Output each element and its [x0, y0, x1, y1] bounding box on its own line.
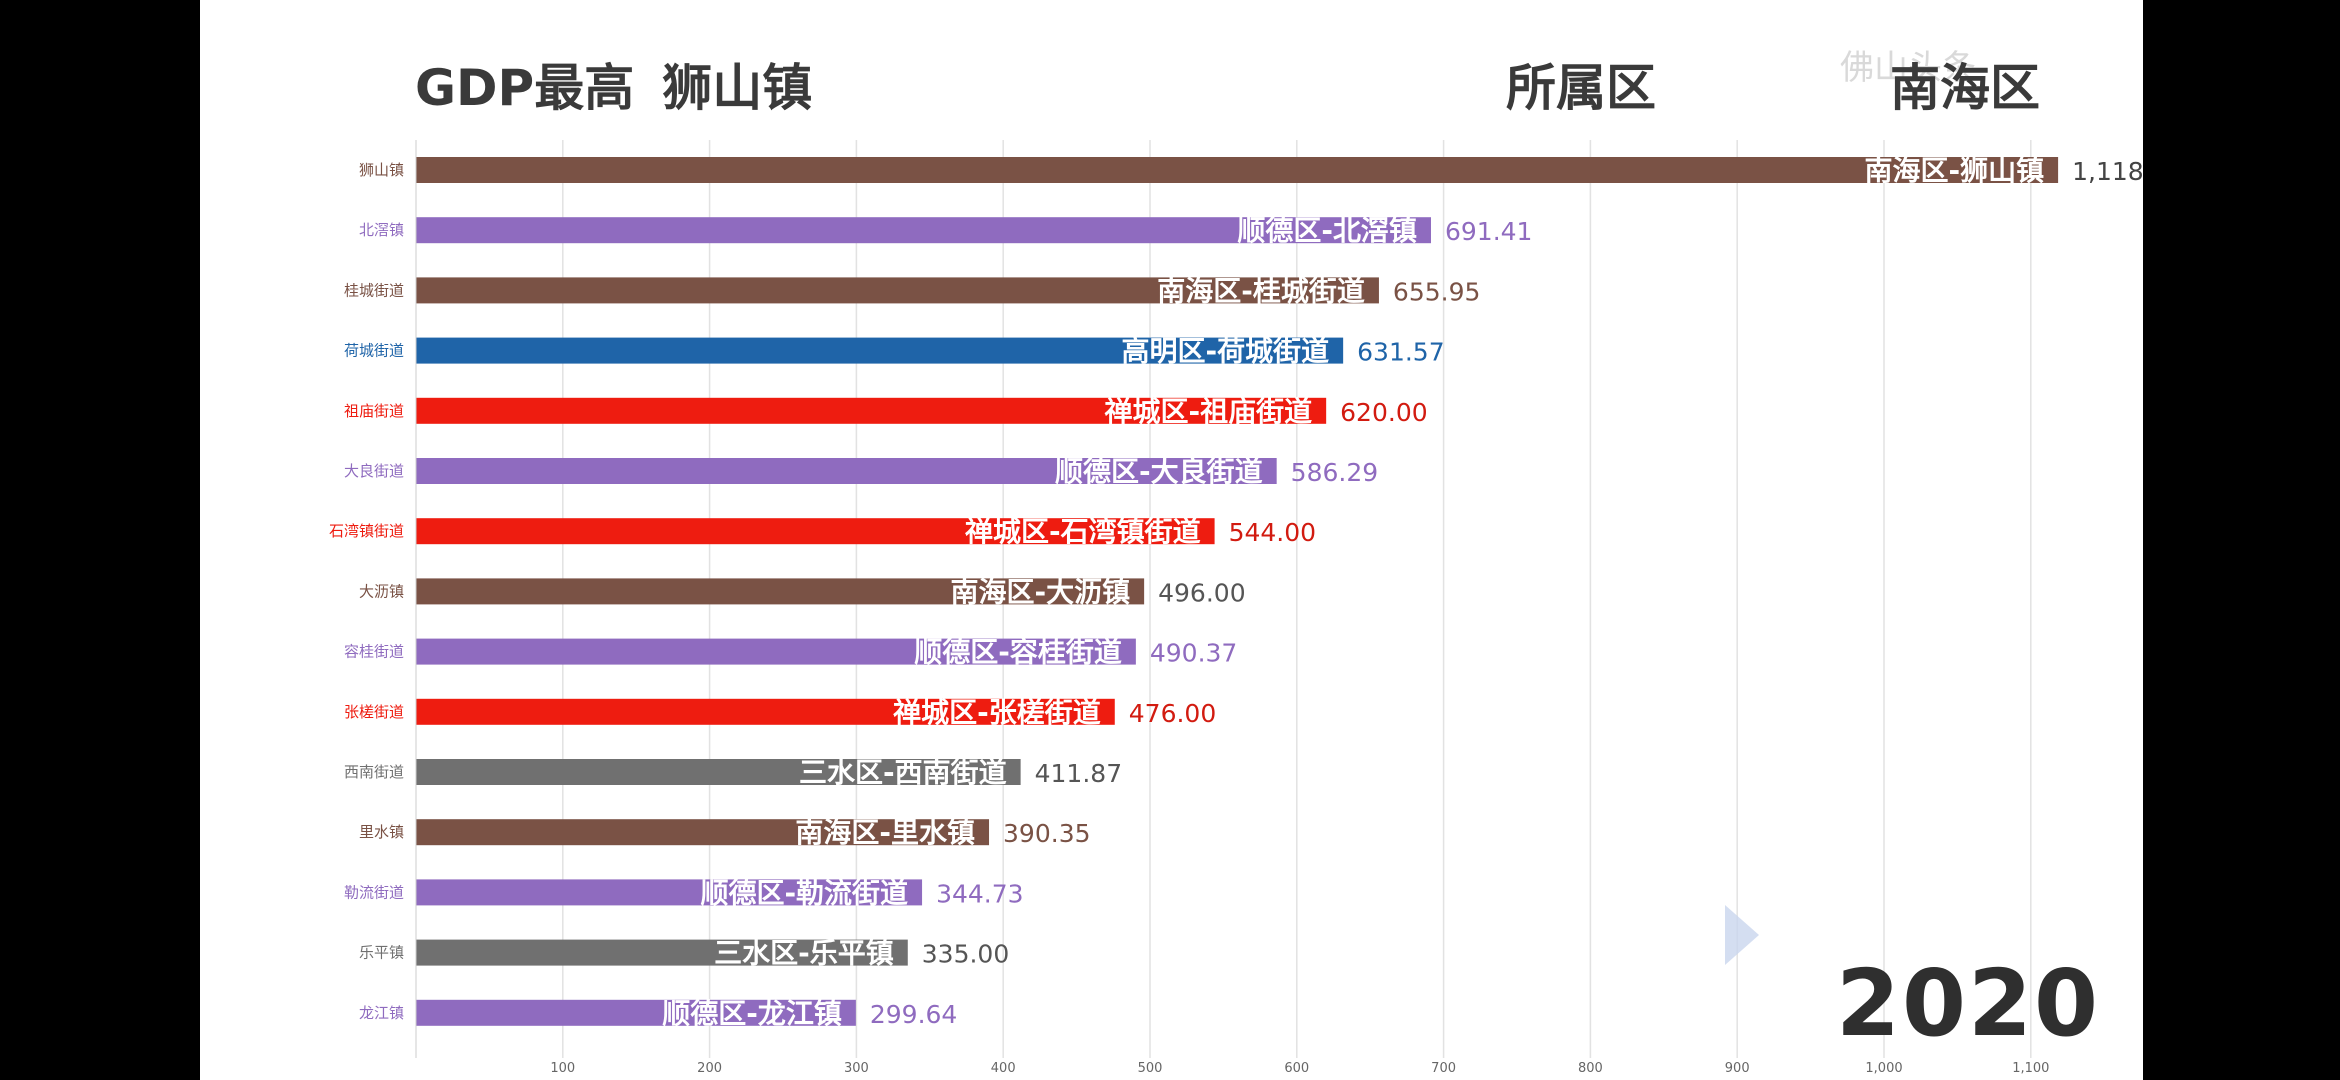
title-town: 狮山镇: [662, 59, 813, 117]
bar-label: 南海区-桂城街道: [1157, 274, 1365, 307]
bar: [416, 698, 1115, 725]
value-label: 390.35: [1003, 819, 1090, 848]
bar: [416, 939, 908, 966]
x-tick-label: 400: [991, 1061, 1016, 1076]
bar-label: 顺德区-北滘镇: [1237, 214, 1417, 247]
bar-label: 南海区-里水镇: [795, 816, 975, 849]
bar-label: 南海区-大沥镇: [951, 575, 1131, 608]
category-label: 西南街道: [344, 763, 404, 781]
category-label: 龙江镇: [359, 1004, 404, 1022]
category-label: 乐平镇: [359, 944, 404, 962]
title-prefix: GDP最高: [415, 59, 635, 117]
bar-label: 禅城区-石湾镇街道: [965, 515, 1201, 548]
value-label: 476.00: [1129, 699, 1216, 728]
value-label: 655.95: [1393, 277, 1480, 306]
value-label: 344.73: [936, 879, 1023, 908]
category-label: 大良街道: [344, 462, 404, 480]
value-label: 586.29: [1291, 458, 1378, 487]
bar: [416, 157, 2059, 183]
x-tick-label: 100: [550, 1061, 575, 1076]
bar: [416, 397, 1327, 424]
x-tick-label: 600: [1284, 1061, 1309, 1076]
x-tick-label: 300: [844, 1061, 869, 1076]
x-tick-label: 500: [1138, 1061, 1163, 1076]
bar: [416, 879, 923, 906]
x-tick-label: 1,100: [2012, 1061, 2049, 1076]
category-label: 石湾镇街道: [329, 522, 404, 540]
bar: [416, 759, 1021, 785]
logo-icon: [1725, 905, 1759, 965]
bar: [416, 999, 856, 1026]
category-label: 大沥镇: [359, 582, 404, 600]
category-label: 容桂街道: [344, 643, 404, 661]
chart-title: GDP最高 狮山镇: [415, 48, 840, 120]
value-label: 335.00: [922, 940, 1009, 969]
bar-label: 顺德区-勒流街道: [700, 876, 908, 909]
category-label: 张槎街道: [344, 703, 404, 721]
year-label: 2020: [1836, 950, 2101, 1057]
value-label: 299.64: [870, 1000, 957, 1029]
bar-label: 禅城区-祖庙街道: [1105, 395, 1313, 428]
category-label: 勒流街道: [344, 883, 404, 901]
bar-label: 南海区-狮山镇: [1864, 154, 2044, 187]
bar-label: 顺德区-大良街道: [1055, 455, 1263, 488]
bar: [416, 217, 1431, 244]
category-label: 桂城街道: [344, 281, 404, 299]
value-label: 490.37: [1150, 639, 1237, 668]
x-tick-label: 900: [1725, 1061, 1750, 1076]
watermark: 佛山头条: [1840, 48, 1976, 88]
bar: [416, 518, 1215, 545]
x-tick-label: 200: [697, 1061, 722, 1076]
bar-label: 顺德区-龙江镇: [662, 997, 842, 1030]
bar: [416, 458, 1277, 484]
bar-chart: 100 200 300 400 500 600 700 800 900 1,000 1,100 狮山镇…: [329, 140, 2143, 1076]
chart-frame: GDP最高 狮山镇 所属区 佛山头条 南海区 100 200 300 400 500 600…: [200, 0, 2143, 1080]
category-label: 狮山镇: [359, 161, 404, 179]
district-label: 所属区: [1506, 59, 1656, 117]
category-label: 荷城街道: [344, 342, 404, 360]
x-tick-label: 1,000: [1865, 1061, 1902, 1076]
value-label: 631.57: [1357, 338, 1444, 367]
value-label: 1,118.60: [2072, 157, 2143, 186]
bar: [416, 578, 1145, 605]
bar: [416, 337, 1344, 364]
value-label: 620.00: [1340, 398, 1427, 427]
bar: [416, 638, 1136, 665]
bar-label: 三水区-乐平镇: [714, 937, 894, 970]
bar-label: 禅城区-张槎街道: [893, 696, 1101, 729]
bar: [416, 819, 990, 846]
bar-label: 高明区-荷城街道: [1122, 335, 1330, 368]
bar-label: 顺德区-容桂街道: [914, 636, 1122, 669]
bar: [416, 277, 1379, 304]
value-label: 496.00: [1158, 578, 1245, 607]
value-label: 544.00: [1229, 518, 1316, 547]
x-tick-label: 700: [1431, 1061, 1456, 1076]
x-tick-label: 800: [1578, 1061, 1603, 1076]
category-label: 祖庙街道: [344, 402, 404, 420]
value-label: 691.41: [1445, 217, 1532, 246]
value-label: 411.87: [1035, 759, 1122, 788]
bar-label: 三水区-西南街道: [799, 756, 1007, 789]
category-label: 里水镇: [359, 823, 404, 841]
category-label: 北滘镇: [359, 221, 404, 239]
district-value: 南海区: [1890, 59, 2040, 117]
